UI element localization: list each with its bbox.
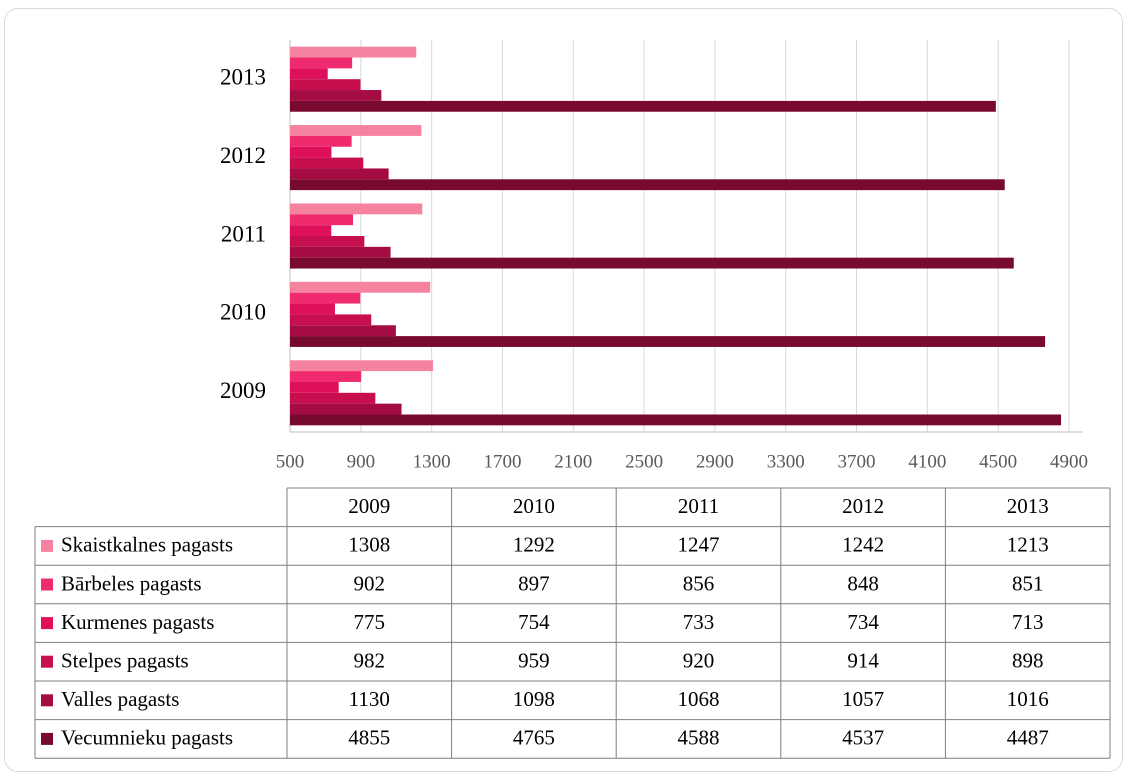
bar (290, 125, 422, 136)
bar (290, 314, 372, 326)
legend-key (41, 539, 53, 552)
bar (290, 179, 1005, 191)
bar (290, 257, 1014, 269)
table-header: 2010 (513, 494, 555, 518)
table-cell: 1130 (349, 687, 390, 711)
bar (290, 100, 996, 112)
bar (290, 135, 352, 147)
bar (290, 281, 431, 293)
table-cell: 851 (1012, 571, 1044, 595)
legend-key (41, 732, 53, 745)
bar (290, 392, 376, 404)
legend-label: Kurmenes pagasts (61, 610, 214, 634)
x-tick-label: 4500 (979, 451, 1017, 472)
table-header: 2009 (348, 494, 390, 518)
table-cell: 4588 (678, 726, 720, 750)
table-cell: 733 (683, 610, 715, 634)
bar (290, 79, 361, 91)
x-tick-label: 900 (347, 451, 376, 472)
x-tick-label: 3300 (767, 451, 805, 472)
bar (290, 371, 362, 382)
table-cell: 1242 (842, 533, 884, 557)
table-cell: 982 (354, 649, 386, 673)
table-cell: 754 (518, 610, 550, 634)
x-tick-label: 2500 (625, 451, 663, 472)
table-cell: 1308 (348, 533, 390, 557)
legend-label: Valles pagasts (61, 687, 179, 711)
bar (290, 360, 434, 372)
table-cell: 1057 (842, 687, 884, 711)
table-cell: 1247 (678, 533, 720, 557)
x-tick-label: 2100 (554, 451, 592, 472)
bar (290, 146, 332, 158)
table-cell: 902 (354, 571, 386, 595)
chart-panel (4, 8, 1123, 772)
table-cell: 1213 (1007, 533, 1049, 557)
table-cell: 734 (847, 610, 879, 634)
bar (290, 303, 335, 315)
x-tick-label: 4100 (908, 451, 946, 472)
table-cell: 4487 (1007, 726, 1049, 750)
bar (290, 203, 423, 215)
y-tick-label: 2013 (220, 64, 266, 89)
table-cell: 1292 (513, 533, 555, 557)
table-cell: 898 (1012, 649, 1044, 673)
bar (290, 381, 339, 393)
table-cell: 4537 (842, 726, 884, 750)
table-cell: 856 (683, 571, 715, 595)
bar (290, 225, 332, 236)
bar (290, 325, 396, 337)
bar (290, 236, 365, 247)
table-header: 2012 (842, 494, 884, 518)
table-cell: 959 (518, 649, 550, 673)
table-cell: 775 (354, 610, 386, 634)
table-header: 2011 (678, 494, 719, 518)
bar (290, 214, 354, 226)
bar (290, 403, 402, 415)
bar (290, 157, 364, 169)
table-cell: 1098 (513, 687, 555, 711)
table-cell: 920 (683, 649, 715, 673)
legend-key (41, 655, 53, 668)
legend-key (41, 578, 53, 591)
bar (290, 168, 389, 180)
y-tick-label: 2010 (220, 300, 266, 325)
bar (290, 46, 417, 58)
table-cell: 848 (847, 571, 879, 595)
legend-label: Skaistkalnes pagasts (61, 533, 233, 557)
bar (290, 57, 353, 69)
x-tick-label: 2900 (696, 451, 734, 472)
legend-label: Vecumnieku pagasts (61, 726, 233, 750)
legend-key (41, 617, 53, 630)
y-tick-label: 2009 (220, 378, 266, 403)
y-tick-label: 2011 (221, 221, 266, 246)
table-cell: 1016 (1007, 687, 1049, 711)
x-tick-label: 1700 (483, 451, 521, 472)
legend-key (41, 694, 53, 707)
table-cell: 1068 (678, 687, 720, 711)
x-tick-label: 500 (276, 451, 305, 472)
x-tick-label: 1300 (413, 451, 451, 472)
legend-label: Bārbeles pagasts (61, 571, 202, 595)
bar (290, 90, 382, 101)
x-tick-label: 3700 (838, 451, 876, 472)
table-cell: 897 (518, 571, 550, 595)
bar (290, 292, 361, 304)
bar (290, 414, 1062, 426)
bar (290, 336, 1046, 347)
table-header: 2013 (1007, 494, 1049, 518)
table-cell: 713 (1012, 610, 1044, 634)
y-tick-label: 2012 (220, 143, 266, 168)
table-cell: 4765 (513, 726, 555, 750)
table-cell: 914 (847, 649, 879, 673)
x-tick-label: 4900 (1050, 451, 1088, 472)
table-cell: 4855 (348, 726, 390, 750)
legend-label: Stelpes pagasts (61, 649, 189, 673)
bar (290, 68, 328, 80)
bar (290, 246, 391, 258)
